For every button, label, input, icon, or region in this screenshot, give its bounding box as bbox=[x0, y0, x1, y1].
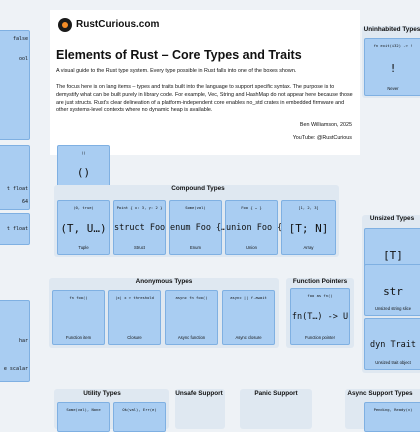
section-title: Compound Types bbox=[171, 185, 225, 192]
type-syntax: fn(T…) -> U bbox=[291, 312, 349, 323]
type-box: Some(val) enum Foo {… } Enum bbox=[169, 200, 237, 255]
partial-text: false bbox=[12, 36, 28, 42]
code-example: () bbox=[81, 150, 86, 155]
section-title: Unsafe Support bbox=[175, 390, 223, 397]
type-name: Unsized trait object bbox=[375, 360, 411, 365]
type-syntax: dyn Trait bbox=[369, 339, 417, 350]
type-syntax: struct Foo {… } bbox=[114, 223, 191, 234]
intro-panel: RustCurious.com Elements of Rust – Core … bbox=[50, 10, 360, 155]
partial-text: ool bbox=[18, 56, 28, 62]
paragraph: A visual guide to the Rust type system. … bbox=[56, 68, 297, 74]
type-box bbox=[0, 145, 30, 210]
type-box: Ok(val), Err(e) bbox=[113, 402, 166, 432]
type-box bbox=[0, 30, 30, 140]
type-box: async || f.await Async closure bbox=[222, 290, 275, 345]
type-name: Union bbox=[246, 245, 257, 250]
type-box: fn foo() Function item bbox=[52, 290, 105, 345]
partial-text: t float bbox=[6, 186, 28, 192]
code-example: Some(val), None bbox=[66, 407, 101, 412]
code-example: [1, 2, 3] bbox=[298, 205, 319, 210]
paragraph: The focus here is on lang items – types … bbox=[56, 84, 353, 114]
code-example: Ok(val), Err(e) bbox=[122, 407, 157, 412]
section-title: Function Pointers bbox=[292, 278, 348, 285]
type-box: foo as fn() fn(T…) -> U Function pointer bbox=[290, 288, 350, 345]
type-box: async fn foo() Async function bbox=[165, 290, 218, 345]
author: Ben Williamson, 2025 bbox=[299, 122, 352, 128]
title: Elements of Rust – Core Types and Traits bbox=[56, 48, 302, 62]
logo-dot bbox=[62, 22, 68, 28]
type-box bbox=[0, 213, 30, 245]
type-box: fn exit(i32) -> !! Never bbox=[364, 38, 420, 96]
type-box: Pending, Ready(v) bbox=[364, 402, 420, 432]
section-title: Async Support Types bbox=[347, 390, 413, 397]
type-box: Point { x: 3, y: 2 } struct Foo {… } Struc… bbox=[113, 200, 191, 255]
type-name: Async function bbox=[177, 335, 206, 340]
code-example: Pending, Ready(v) bbox=[373, 407, 413, 412]
type-box: str Unsized string slice bbox=[364, 264, 420, 316]
code-example: async fn foo() bbox=[175, 295, 208, 300]
type-name: Struct bbox=[134, 245, 145, 250]
type-syntax: union Foo {… } bbox=[226, 223, 298, 234]
type-name: Function pointer bbox=[304, 335, 336, 340]
section-title: Uninhabited Types bbox=[363, 26, 420, 33]
type-box: (0, true) (T, U…) Tuple bbox=[57, 200, 110, 255]
type-syntax: (T, U…) bbox=[60, 222, 107, 235]
type-name: Async closure bbox=[235, 335, 262, 340]
partial-text: t float bbox=[6, 226, 28, 232]
type-name: Enum bbox=[190, 245, 201, 250]
type-box: dyn Trait Unsized trait object bbox=[364, 318, 420, 370]
type-box bbox=[0, 300, 30, 382]
type-name: Never bbox=[387, 86, 399, 91]
type-name: Unsized string slice bbox=[374, 306, 412, 311]
section-title: Utility Types bbox=[83, 390, 121, 397]
code-example: Foo { … } bbox=[241, 205, 262, 210]
partial-text: har bbox=[18, 338, 28, 344]
type-box: Foo { … } union Foo {… } Union bbox=[225, 200, 298, 255]
youtube: YouTube: @RustCurious bbox=[292, 135, 352, 141]
logo-text: RustCurious.com bbox=[76, 19, 160, 30]
code-example: |x| x > threshold bbox=[115, 295, 154, 300]
type-name: Array bbox=[303, 245, 314, 250]
section-title: Anonymous Types bbox=[135, 278, 193, 285]
type-box: [1, 2, 3] [T; N] Array bbox=[281, 200, 336, 255]
section-title: Unsized Types bbox=[369, 215, 415, 222]
type-box: |x| x > threshold Closure bbox=[108, 290, 161, 345]
partial-text: e scalar bbox=[3, 366, 28, 372]
code-example: foo as fn() bbox=[307, 293, 333, 298]
type-name: Tuple bbox=[78, 245, 89, 250]
type-syntax: [T] bbox=[383, 248, 403, 262]
code-example: async || f.await bbox=[230, 295, 267, 300]
type-box: Some(val), None bbox=[57, 402, 110, 432]
code-example: Some(val) bbox=[185, 205, 206, 210]
partial-text: 64 bbox=[21, 199, 28, 205]
type-name: Closure bbox=[127, 335, 142, 340]
type-syntax: () bbox=[76, 166, 91, 179]
code-example: (0, true) bbox=[73, 205, 94, 210]
code-example: fn foo() bbox=[69, 295, 88, 300]
code-example: Point { x: 3, y: 2 } bbox=[116, 205, 163, 210]
logo-icon bbox=[58, 18, 72, 32]
type-syntax: [T; N] bbox=[288, 222, 329, 235]
type-name: Function item bbox=[65, 335, 92, 340]
code-example: fn exit(i32) -> ! bbox=[373, 43, 413, 48]
page: {"left_column": ["false", "ool", "t floa… bbox=[0, 10, 420, 432]
type-syntax: str bbox=[383, 284, 403, 298]
section-title: Panic Support bbox=[254, 390, 298, 397]
type-syntax: enum Foo {… } bbox=[170, 223, 237, 234]
type-syntax: ! bbox=[389, 61, 397, 75]
